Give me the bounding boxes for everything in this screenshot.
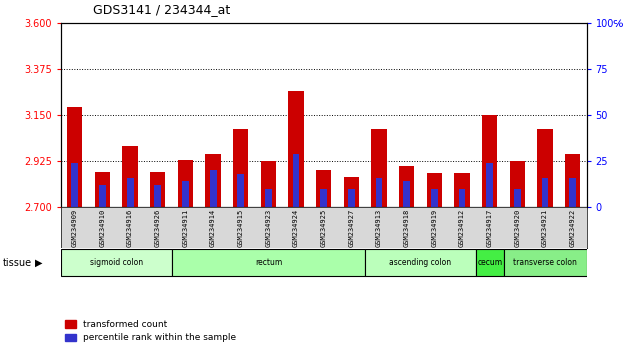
Text: GSM234914: GSM234914 bbox=[210, 209, 216, 247]
Bar bbox=[320, 189, 327, 207]
Bar bbox=[427, 173, 442, 207]
Text: GSM234925: GSM234925 bbox=[320, 209, 327, 247]
Bar bbox=[344, 177, 359, 207]
Bar bbox=[237, 174, 244, 207]
Bar bbox=[316, 170, 331, 207]
Bar bbox=[261, 161, 276, 207]
Text: GSM234924: GSM234924 bbox=[293, 209, 299, 247]
Bar bbox=[487, 163, 493, 207]
Text: GSM234927: GSM234927 bbox=[348, 209, 354, 247]
Text: ▶: ▶ bbox=[35, 258, 43, 268]
Bar bbox=[504, 249, 587, 276]
Text: GDS3141 / 234344_at: GDS3141 / 234344_at bbox=[93, 3, 230, 16]
Text: GSM234916: GSM234916 bbox=[127, 209, 133, 247]
Text: GSM234918: GSM234918 bbox=[404, 209, 410, 247]
Text: sigmoid colon: sigmoid colon bbox=[90, 258, 143, 267]
Bar bbox=[454, 173, 470, 207]
Bar bbox=[71, 163, 78, 207]
Bar bbox=[99, 185, 106, 207]
Text: transverse colon: transverse colon bbox=[513, 258, 577, 267]
Text: GSM234911: GSM234911 bbox=[183, 209, 188, 247]
Text: ascending colon: ascending colon bbox=[390, 258, 452, 267]
Bar bbox=[482, 115, 497, 207]
Bar bbox=[265, 189, 272, 207]
Text: GSM234922: GSM234922 bbox=[570, 209, 576, 247]
Bar bbox=[431, 189, 438, 207]
Text: GSM234920: GSM234920 bbox=[514, 209, 520, 247]
Bar bbox=[67, 107, 82, 207]
Bar bbox=[182, 181, 189, 207]
Text: GSM234919: GSM234919 bbox=[431, 209, 437, 247]
Bar bbox=[154, 185, 161, 207]
Bar bbox=[292, 154, 299, 207]
Bar bbox=[376, 178, 383, 207]
Bar bbox=[205, 154, 221, 207]
Text: GSM234910: GSM234910 bbox=[99, 209, 105, 247]
Text: cecum: cecum bbox=[477, 258, 503, 267]
Text: rectum: rectum bbox=[254, 258, 282, 267]
Text: GSM234909: GSM234909 bbox=[72, 209, 78, 247]
Bar bbox=[61, 249, 172, 276]
Bar bbox=[95, 172, 110, 207]
Bar bbox=[288, 91, 304, 207]
Bar bbox=[542, 178, 549, 207]
Bar bbox=[210, 170, 217, 207]
Bar bbox=[537, 129, 553, 207]
Bar bbox=[348, 189, 355, 207]
Text: GSM234917: GSM234917 bbox=[487, 209, 493, 247]
Bar bbox=[403, 181, 410, 207]
Text: GSM234921: GSM234921 bbox=[542, 209, 548, 247]
Bar bbox=[399, 166, 414, 207]
Bar bbox=[172, 249, 365, 276]
Bar bbox=[365, 249, 476, 276]
Legend: transformed count, percentile rank within the sample: transformed count, percentile rank withi… bbox=[65, 320, 237, 342]
Bar bbox=[127, 178, 133, 207]
Bar bbox=[150, 172, 165, 207]
Bar bbox=[476, 249, 504, 276]
Bar bbox=[510, 161, 525, 207]
Bar bbox=[565, 154, 580, 207]
Text: GSM234913: GSM234913 bbox=[376, 209, 382, 247]
Bar bbox=[569, 178, 576, 207]
Text: GSM234915: GSM234915 bbox=[238, 209, 244, 247]
Bar bbox=[122, 146, 138, 207]
Bar bbox=[514, 189, 520, 207]
Bar bbox=[458, 189, 465, 207]
Bar bbox=[233, 129, 248, 207]
Text: GSM234923: GSM234923 bbox=[265, 209, 271, 247]
Bar bbox=[371, 129, 387, 207]
Text: tissue: tissue bbox=[3, 258, 32, 268]
Text: GSM234912: GSM234912 bbox=[459, 209, 465, 247]
Bar bbox=[178, 160, 193, 207]
Text: GSM234926: GSM234926 bbox=[154, 209, 161, 247]
